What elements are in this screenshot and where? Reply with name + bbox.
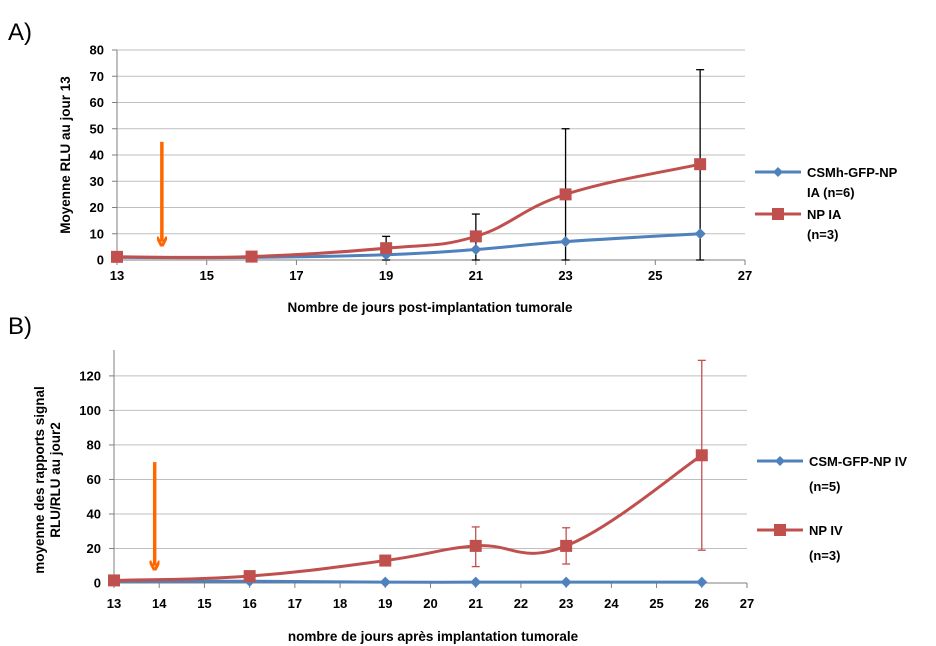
x-tick-label-a-13: 13 (110, 268, 124, 283)
y-tick-label-b-20: 20 (87, 541, 101, 556)
y-tick-label-a-70: 70 (90, 69, 104, 84)
series-line-b-0 (113, 579, 702, 584)
y-axis-title-b-line1: moyenne des rapports signal (32, 386, 47, 574)
x-tick-label-a-27: 27 (738, 268, 752, 283)
data-point-a-0-5 (694, 228, 706, 240)
y-tick-label-b-100: 100 (79, 403, 101, 418)
y-tick-label-a-30: 30 (90, 174, 104, 189)
x-tick-label-b-16: 16 (242, 596, 256, 611)
data-point-b-1-1 (243, 570, 256, 583)
legend-marker-b-0 (775, 456, 785, 466)
x-tick-label-b-22: 22 (514, 596, 528, 611)
legend-label-b-1-1: (n=3) (809, 548, 840, 563)
data-point-b-1-2 (379, 554, 392, 567)
x-tick-label-b-14: 14 (152, 596, 167, 611)
data-point-b-0-3 (470, 576, 482, 588)
data-point-a-1-4 (559, 188, 572, 201)
x-tick-label-b-20: 20 (423, 596, 437, 611)
y-tick-label-a-80: 80 (90, 43, 104, 58)
y-tick-label-a-0: 0 (97, 253, 104, 268)
data-point-a-1-5 (694, 158, 707, 171)
x-tick-label-b-25: 25 (649, 596, 663, 611)
x-tick-label-b-27: 27 (740, 596, 754, 611)
data-point-a-1-0 (111, 250, 123, 263)
data-point-b-0-4 (560, 576, 572, 588)
y-tick-label-b-80: 80 (87, 437, 101, 452)
legend-label-a-0-0: CSMh-GFP-NP (807, 165, 898, 180)
legend-marker-b-1 (774, 524, 786, 536)
legend-label-b-1-0: NP IV (809, 523, 843, 538)
legend-label-b-0-1: (n=5) (809, 479, 840, 494)
data-point-b-0-2 (379, 576, 391, 588)
data-point-b-1-3 (469, 539, 482, 552)
y-tick-label-a-50: 50 (90, 121, 104, 136)
chart-a: 13 15 17 19 21 23 25 27 0 10 20 30 40 50 60 70 80 CSMh-G… (58, 43, 898, 316)
legend-label-b-0-0: CSM-GFP-NP IV (809, 454, 907, 469)
x-tick-label-a-15: 15 (199, 268, 213, 283)
x-tick-label-a-21: 21 (469, 268, 483, 283)
data-point-a-0-3 (470, 244, 482, 255)
x-tick-label-b-24: 24 (604, 596, 619, 611)
x-tick-label-b-15: 15 (197, 596, 211, 611)
x-tick-label-a-17: 17 (289, 268, 303, 283)
data-point-a-0-4 (560, 236, 572, 248)
y-axis-title-a: Moyenne RLU au jour 13 (58, 76, 73, 234)
chart-b: 13 14 15 16 17 18 19 20 21 22 23 24 25 26 27 0 20 40 60 80 1… (32, 350, 907, 644)
data-point-a-1-2 (380, 242, 393, 255)
series-line-a-1 (116, 162, 701, 259)
y-axis-title-b-line2: RLU/RLU au jour2 (48, 422, 63, 538)
x-axis-title-a: Nombre de jours post-implantation tumora… (287, 300, 573, 315)
x-tick-label-a-23: 23 (558, 268, 572, 283)
data-point-a-1-1 (245, 250, 258, 263)
data-point-b-0-5 (696, 576, 708, 588)
legend-label-a-0-1: IA (n=6) (807, 185, 855, 200)
x-tick-label-b-23: 23 (559, 596, 573, 611)
y-tick-label-b-60: 60 (87, 472, 101, 487)
legend-label-a-1-1: (n=3) (807, 227, 838, 242)
x-tick-label-b-19: 19 (378, 596, 392, 611)
legend-marker-a-1 (772, 208, 784, 220)
data-point-b-1-4 (560, 539, 573, 552)
x-tick-label-a-25: 25 (648, 268, 662, 283)
y-tick-label-a-20: 20 (90, 200, 104, 215)
y-tick-label-b-120: 120 (79, 368, 101, 383)
y-tick-label-b-40: 40 (87, 506, 101, 521)
x-tick-label-b-17: 17 (288, 596, 302, 611)
legend-label-a-1-0: NP IA (807, 207, 842, 222)
x-tick-label-a-19: 19 (379, 268, 393, 283)
data-point-b-1-5 (695, 449, 708, 462)
x-tick-label-b-18: 18 (333, 596, 347, 611)
panel-label-b: B) (8, 313, 32, 340)
x-tick-label-b-13: 13 (107, 596, 121, 611)
series-line-b-1 (113, 454, 703, 582)
data-point-a-1-3 (469, 230, 482, 243)
y-tick-label-a-40: 40 (90, 148, 104, 163)
y-tick-label-a-10: 10 (90, 226, 104, 241)
data-point-b-1-0 (108, 574, 120, 587)
y-tick-label-b-0: 0 (94, 576, 101, 591)
x-tick-label-b-26: 26 (695, 596, 709, 611)
y-tick-label-a-60: 60 (90, 95, 104, 110)
panel-label-a: A) (8, 19, 32, 46)
x-tick-label-b-21: 21 (468, 596, 482, 611)
legend-marker-a-0 (773, 167, 783, 177)
x-axis-title-b: nombre de jours après implantation tumor… (288, 629, 579, 644)
